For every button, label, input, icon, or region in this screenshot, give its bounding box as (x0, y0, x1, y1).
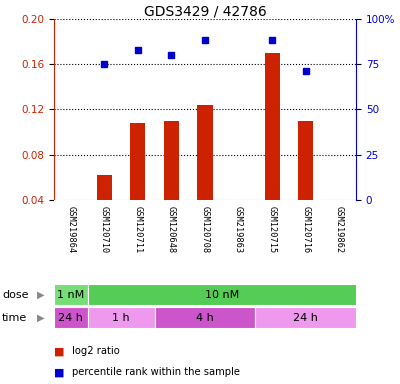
Text: GSM219862: GSM219862 (335, 206, 344, 253)
Text: ■: ■ (54, 346, 64, 356)
Bar (97, 175, 112, 200)
Text: time: time (2, 313, 27, 323)
Text: GSM120715: GSM120715 (268, 206, 277, 253)
FancyBboxPatch shape (155, 307, 255, 328)
Bar (164, 121, 179, 200)
Text: 24 h: 24 h (58, 313, 83, 323)
Text: GSM120708: GSM120708 (200, 206, 210, 253)
Text: GSM219864: GSM219864 (66, 206, 75, 253)
Text: GSM120710: GSM120710 (100, 206, 109, 253)
Text: ▶: ▶ (37, 290, 44, 300)
Title: GDS3429 / 42786: GDS3429 / 42786 (144, 4, 266, 18)
FancyBboxPatch shape (88, 284, 356, 305)
Bar (264, 53, 280, 200)
Text: GSM219863: GSM219863 (234, 206, 243, 253)
Text: ■: ■ (54, 367, 64, 377)
Text: 4 h: 4 h (196, 313, 214, 323)
FancyBboxPatch shape (255, 307, 356, 328)
Bar (198, 105, 212, 200)
Bar (130, 123, 146, 200)
Text: log2 ratio: log2 ratio (72, 346, 120, 356)
FancyBboxPatch shape (54, 307, 88, 328)
Text: 1 h: 1 h (112, 313, 130, 323)
Text: GSM120716: GSM120716 (301, 206, 310, 253)
Text: GSM120711: GSM120711 (133, 206, 142, 253)
Text: 10 nM: 10 nM (205, 290, 239, 300)
Text: GSM120648: GSM120648 (167, 206, 176, 253)
FancyBboxPatch shape (54, 284, 88, 305)
Text: 24 h: 24 h (293, 313, 318, 323)
FancyBboxPatch shape (88, 307, 155, 328)
Text: percentile rank within the sample: percentile rank within the sample (72, 367, 240, 377)
Bar (298, 121, 313, 200)
Text: dose: dose (2, 290, 28, 300)
Text: ▶: ▶ (37, 313, 44, 323)
Text: 1 nM: 1 nM (57, 290, 84, 300)
